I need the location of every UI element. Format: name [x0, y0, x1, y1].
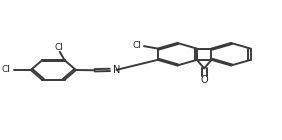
Text: Cl: Cl: [54, 43, 63, 52]
Text: N: N: [113, 65, 121, 75]
Text: Cl: Cl: [132, 40, 141, 50]
Text: Cl: Cl: [2, 66, 10, 74]
Text: O: O: [201, 75, 208, 85]
